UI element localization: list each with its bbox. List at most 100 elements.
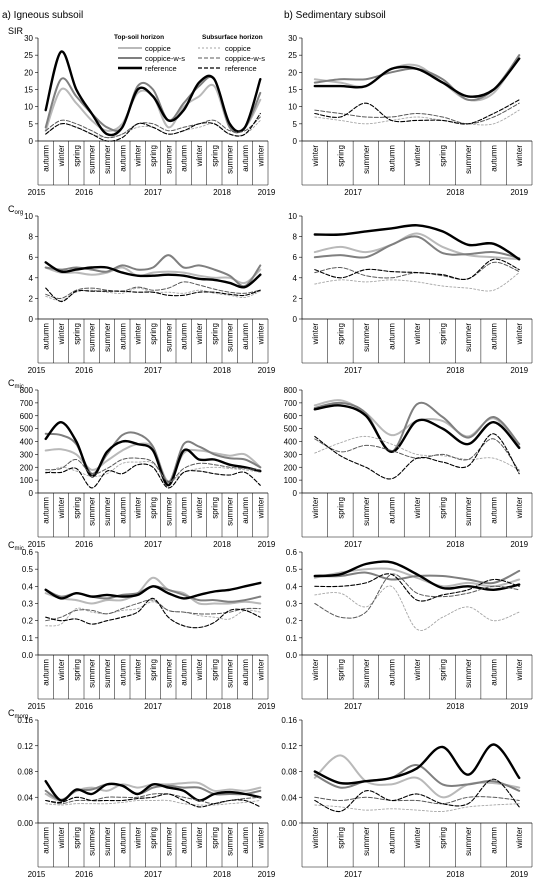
y-tick-label: 0.16	[281, 716, 297, 725]
x-year-label: 2016	[75, 702, 93, 711]
series-line-coppice	[44, 576, 262, 606]
x-year-label: 2015	[28, 540, 46, 549]
x-tick-label-season: spring	[149, 323, 158, 345]
x-tick-label-season: winter	[195, 497, 204, 520]
series-line-reference	[313, 743, 521, 785]
x-tick-label-season: autumn	[241, 497, 250, 524]
chart-b-row-2: 0 2 4 6 8 10 winter spring summer autumn winter spr…	[288, 212, 533, 375]
x-tick-label-season: winter	[57, 659, 66, 682]
x-tick-label-season: winter	[413, 659, 422, 682]
x-year-label: 2018	[446, 366, 464, 375]
x-tick-label-season: summer	[88, 497, 97, 526]
panel-title-b: b) Sedimentary subsoil	[284, 10, 386, 21]
y-tick-label: 600	[284, 412, 298, 421]
chart-b-row-1: 0 5 10 15 20 25 30 winter spring summer autumn wint…	[288, 34, 533, 197]
x-tick-label-season: winter	[57, 323, 66, 346]
y-tick-label: 10	[24, 103, 33, 112]
x-tick-label-season: summer	[362, 659, 371, 688]
x-tick-label-season: summer	[226, 323, 235, 352]
y-tick-label: 15	[288, 86, 297, 95]
x-year-label: 2016	[75, 366, 93, 375]
x-tick-label-season: summer	[226, 497, 235, 526]
x-tick-label-season: summer	[164, 659, 173, 688]
x-tick-label-season: spring	[72, 497, 81, 519]
x-tick-label-season: spring	[210, 323, 219, 345]
x-tick-label-season: spring	[439, 827, 448, 849]
series-line-sub-reference	[314, 99, 520, 125]
series-line-reference	[44, 261, 262, 289]
x-tick-label-season: spring	[336, 659, 345, 681]
x-year-label: 2018	[446, 870, 464, 879]
x-tick-label-season: winter	[256, 145, 265, 168]
x-tick-label-season: winter	[515, 497, 524, 520]
x-tick-label-season: autumn	[387, 659, 396, 686]
x-tick-label-season: autumn	[118, 659, 127, 686]
x-year-label: 2019	[258, 870, 276, 879]
y-tick-label: 4	[29, 274, 34, 283]
x-year-label: 2017	[344, 188, 362, 197]
y-tick-label: 0.04	[17, 793, 33, 802]
x-tick-label-season: summer	[464, 659, 473, 688]
x-year-label: 2018	[213, 702, 231, 711]
x-tick-label-season: summer	[464, 497, 473, 526]
x-year-label: 2017	[144, 188, 162, 197]
x-tick-label-season: winter	[134, 497, 143, 520]
series-line-coppice-ws	[313, 569, 521, 585]
x-tick-label-season: winter	[57, 145, 66, 168]
y-tick-label: 300	[20, 450, 34, 459]
chart-b-row-5: 0.00 0.04 0.08 0.12 0.16 winter spring summer au…	[281, 716, 533, 879]
y-tick-label: 0.08	[17, 768, 33, 777]
legend-label-sub-reference: reference	[225, 64, 257, 73]
x-tick-label-season: spring	[149, 497, 158, 519]
x-tick-label-season: autumn	[387, 145, 396, 172]
x-tick-label-season: summer	[103, 323, 112, 352]
x-year-label: 2019	[510, 188, 528, 197]
x-tick-label-season: spring	[336, 827, 345, 849]
y-tick-label: 200	[20, 463, 34, 472]
y-tick-label: 25	[288, 51, 297, 60]
y-tick-label: 15	[24, 86, 33, 95]
x-tick-label-season: autumn	[118, 497, 127, 524]
y-tick-label: 300	[284, 450, 298, 459]
x-tick-label-season: winter	[256, 827, 265, 850]
y-tick-label: 0	[29, 315, 34, 324]
series-line-sub-coppice	[45, 601, 261, 627]
x-tick-label-season: winter	[195, 659, 204, 682]
y-axis-label: Cmic	[8, 540, 24, 552]
x-tick-label-season: winter	[413, 827, 422, 850]
x-tick-label-season: autumn	[180, 659, 189, 686]
x-tick-label-season: autumn	[42, 827, 51, 854]
series-line-sub-coppice	[314, 109, 520, 126]
y-tick-label: 0.3	[22, 600, 34, 609]
x-tick-label-season: spring	[210, 497, 219, 519]
x-tick-label-season: summer	[103, 145, 112, 174]
x-tick-label-season: spring	[439, 497, 448, 519]
x-tick-label-season: summer	[88, 827, 97, 856]
x-year-label: 2018	[213, 366, 231, 375]
y-tick-label: 0.00	[281, 819, 297, 828]
legend-label-sub-coppice-ws: coppice-w-s	[225, 54, 265, 63]
x-tick-label-season: winter	[134, 323, 143, 346]
x-tick-label-season: autumn	[180, 497, 189, 524]
x-tick-label-season: autumn	[387, 827, 396, 854]
y-axis-label: SIR	[8, 26, 24, 36]
series-line-sub-coppice	[45, 799, 261, 806]
y-tick-label: 6	[29, 253, 34, 262]
x-year-label: 2018	[213, 540, 231, 549]
x-tick-label-season: summer	[226, 145, 235, 174]
series-line-coppice	[313, 754, 521, 799]
x-tick-label-season: autumn	[490, 497, 499, 524]
y-tick-label: 0.16	[17, 716, 33, 725]
series-line-sub-coppice-ws	[314, 573, 520, 619]
y-tick-label: 0.1	[286, 634, 298, 643]
y-tick-label: 0.4	[22, 582, 34, 591]
x-tick-label-season: summer	[362, 497, 371, 526]
panel-title-a: a) Igneous subsoil	[2, 10, 83, 21]
series-line-sub-reference	[314, 258, 520, 280]
y-tick-label: 0.04	[281, 793, 297, 802]
chart-a-row-4: Cmic 0.0 0.1 0.2 0.3 0.4 0.5 0.6 autumn winter spr…	[8, 540, 276, 711]
series-line-reference	[44, 581, 262, 600]
series-line-coppice	[313, 232, 521, 261]
x-tick-label-season: spring	[72, 659, 81, 681]
x-tick-label-season: summer	[88, 323, 97, 352]
